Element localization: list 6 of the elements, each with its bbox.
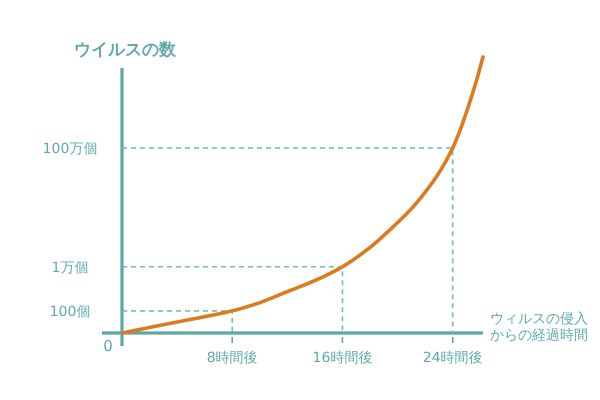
x-tick-label: 24時間後 [422, 350, 483, 366]
x-tick-label: 16時間後 [312, 350, 372, 366]
x-tick-label: 8時間後 [206, 350, 258, 366]
x-label: ウィルスの侵入からの経過時間 [490, 311, 588, 344]
y-label: ウイルスの数 [74, 40, 176, 60]
annotation: 0 [103, 337, 113, 355]
